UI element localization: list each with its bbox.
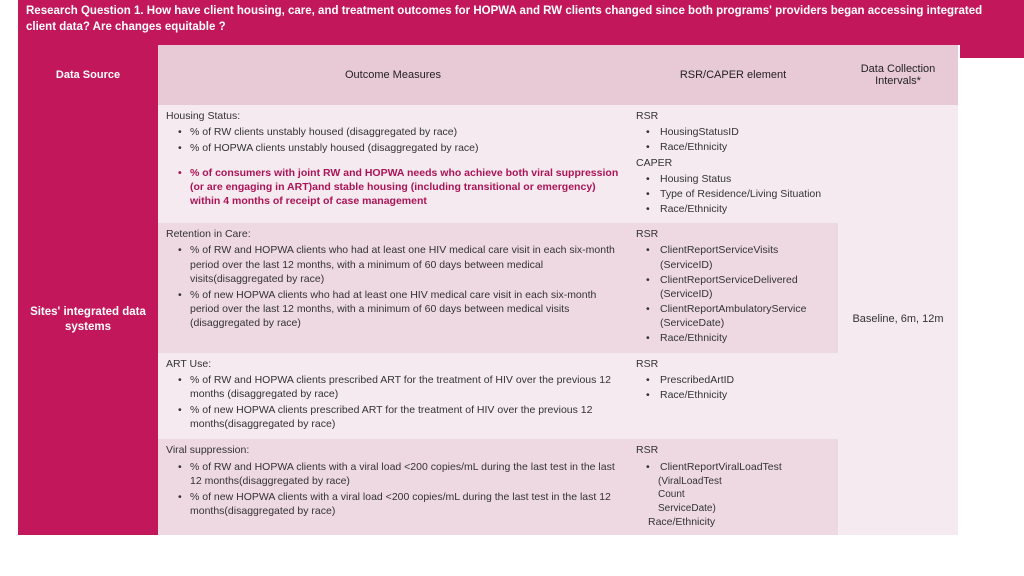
outcome-title: Retention in Care: [166, 227, 620, 241]
rsr-group-label: RSR [636, 109, 830, 123]
rsr-group-label: RSR [636, 357, 830, 371]
outcome-item: % of RW and HOPWA clients who had at lea… [178, 243, 620, 286]
outcome-item: % of RW clients unstably housed (disaggr… [178, 125, 620, 139]
outcome-cell: ART Use: % of RW and HOPWA clients presc… [158, 353, 628, 440]
rsr-item: ClientReportAmbulatoryService (ServiceDa… [642, 302, 830, 330]
rsr-item: Housing Status [642, 172, 830, 186]
rsr-item: Race/Ethnicity [642, 202, 830, 216]
rsr-cell: RSR ClientReportServiceVisits (ServiceID… [628, 223, 838, 352]
rsr-group-label: RSR [636, 227, 830, 241]
outcome-cell: Viral suppression: % of RW and HOPWA cli… [158, 439, 628, 535]
research-question-banner: Research Question 1. How have client hou… [18, 0, 1006, 45]
outcomes-table: Data Source Outcome Measures RSR/CAPER e… [18, 45, 958, 535]
rsr-group-label: RSR [636, 443, 830, 457]
rsr-item: Race/Ethnicity [642, 388, 830, 402]
table-row: Sites' integrated data systems Housing S… [18, 105, 958, 223]
outcome-cell: Retention in Care: % of RW and HOPWA cli… [158, 223, 628, 352]
rsr-sub: (ViralLoadTest [636, 475, 830, 489]
rsr-sub: ServiceDate) [636, 502, 830, 516]
rsr-cell: RSR ClientReportViralLoadTest (ViralLoad… [628, 439, 838, 535]
rsr-sub: Count [636, 488, 830, 502]
outcome-item: % of new HOPWA clients who had at least … [178, 288, 620, 331]
table-row: Viral suppression: % of RW and HOPWA cli… [18, 439, 958, 535]
outcome-cell: Housing Status: % of RW clients unstably… [158, 105, 628, 223]
rsr-item: ClientReportViralLoadTest [642, 460, 830, 474]
outcome-item: % of new HOPWA clients prescribed ART fo… [178, 403, 620, 431]
rsr-cell: RSR HousingStatusID Race/Ethnicity CAPER… [628, 105, 838, 223]
outcome-title: Viral suppression: [166, 443, 620, 457]
interval-cell: Baseline, 6m, 12m [838, 105, 958, 535]
rsr-item: Race/Ethnicity [642, 140, 830, 154]
table-row: Retention in Care: % of RW and HOPWA cli… [18, 223, 958, 352]
outcome-item: % of RW and HOPWA clients prescribed ART… [178, 373, 620, 401]
page-wrap: Research Question 1. How have client hou… [0, 0, 1024, 535]
rsr-item: PrescribedArtID [642, 373, 830, 387]
rsr-item: HousingStatusID [642, 125, 830, 139]
rsr-item: ClientReportServiceDelivered (ServiceID) [642, 273, 830, 301]
outcome-item: % of RW and HOPWA clients with a viral l… [178, 460, 620, 488]
table-header-row: Data Source Outcome Measures RSR/CAPER e… [18, 45, 958, 105]
rsr-cell: RSR PrescribedArtID Race/Ethnicity [628, 353, 838, 440]
col-rsr: RSR/CAPER element [628, 45, 838, 105]
outcome-item: % of new HOPWA clients with a viral load… [178, 490, 620, 518]
rsr-item: Race/Ethnicity [636, 515, 830, 529]
rsr-item: Type of Residence/Living Situation [642, 187, 830, 201]
col-data-source: Data Source [18, 45, 158, 105]
rsr-item: Race/Ethnicity [642, 331, 830, 345]
outcome-item: % of HOPWA clients unstably housed (disa… [178, 141, 620, 155]
data-source-cell: Sites' integrated data systems [18, 105, 158, 535]
col-interval: Data Collection Intervals* [838, 45, 958, 105]
outcome-title: Housing Status: [166, 109, 620, 123]
rsr-item: ClientReportServiceVisits (ServiceID) [642, 243, 830, 271]
rsr-group-label: CAPER [636, 156, 830, 170]
col-outcome: Outcome Measures [158, 45, 628, 105]
outcome-title: ART Use: [166, 357, 620, 371]
table-row: ART Use: % of RW and HOPWA clients presc… [18, 353, 958, 440]
outcome-item-emphasis: % of consumers with joint RW and HOPWA n… [178, 166, 620, 209]
